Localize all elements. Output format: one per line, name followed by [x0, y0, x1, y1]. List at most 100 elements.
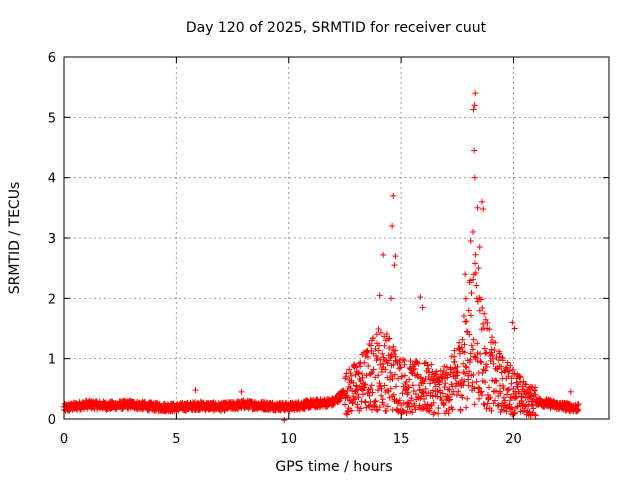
data-point	[392, 353, 399, 360]
data-point	[415, 360, 422, 367]
data-point	[390, 343, 397, 350]
data-point	[411, 365, 418, 372]
data-point	[377, 329, 384, 336]
data-point	[396, 359, 403, 366]
data-point	[472, 260, 479, 267]
data-point	[493, 378, 500, 385]
data-point	[434, 393, 441, 400]
data-point	[461, 341, 468, 348]
data-point	[479, 304, 486, 311]
data-point	[466, 331, 473, 338]
data-point	[515, 388, 522, 395]
data-point	[532, 391, 539, 398]
data-point	[459, 394, 466, 401]
data-point	[455, 388, 462, 395]
data-point	[477, 389, 484, 396]
data-point	[362, 381, 369, 388]
data-point	[407, 397, 414, 404]
data-point	[481, 401, 488, 408]
data-point	[381, 382, 388, 389]
data-point	[425, 365, 432, 372]
data-point	[446, 396, 453, 403]
data-point	[511, 410, 518, 417]
data-point	[459, 336, 466, 343]
data-point	[238, 388, 245, 395]
data-point	[371, 398, 378, 405]
data-point	[383, 331, 390, 338]
data-point	[356, 360, 363, 367]
data-point	[417, 294, 424, 301]
data-point	[461, 378, 468, 385]
data-point	[495, 401, 502, 408]
data-point	[467, 238, 474, 245]
data-point	[468, 342, 475, 349]
data-point	[384, 403, 391, 410]
data-point	[392, 347, 399, 354]
data-point	[472, 251, 479, 258]
data-point	[365, 402, 372, 409]
data-point	[474, 349, 481, 356]
data-point	[472, 90, 479, 97]
data-point	[350, 379, 357, 386]
data-point	[463, 318, 470, 325]
data-point	[368, 382, 375, 389]
data-point	[460, 312, 467, 319]
data-point	[473, 282, 480, 289]
data-point	[494, 402, 501, 409]
grid-lines	[64, 57, 609, 419]
x-axis-label: GPS time / hours	[275, 459, 392, 475]
data-point	[375, 372, 382, 379]
data-point	[474, 204, 481, 211]
data-point	[352, 371, 359, 378]
data-point	[418, 374, 425, 381]
data-point	[395, 375, 402, 382]
data-point	[378, 385, 385, 392]
data-point	[532, 412, 539, 419]
data-point	[386, 335, 393, 342]
data-point	[490, 360, 497, 367]
data-point	[513, 394, 520, 401]
data-point	[379, 396, 386, 403]
data-point	[465, 376, 472, 383]
data-point	[492, 339, 499, 346]
data-point	[405, 384, 412, 391]
data-point	[479, 392, 486, 399]
data-point	[416, 402, 423, 409]
data-point	[451, 347, 458, 354]
data-point	[481, 310, 488, 317]
data-point	[407, 358, 414, 365]
data-point	[192, 387, 199, 394]
data-point	[344, 394, 351, 401]
data-point	[470, 228, 477, 235]
data-point	[514, 403, 521, 410]
data-point	[369, 369, 376, 376]
data-point	[461, 349, 468, 356]
data-point	[465, 307, 472, 314]
data-point	[498, 369, 505, 376]
data-point	[378, 392, 385, 399]
data-point	[440, 402, 447, 409]
data-point	[420, 388, 427, 395]
data-point	[466, 368, 473, 375]
data-point	[470, 106, 477, 113]
data-point	[462, 295, 469, 302]
data-point	[372, 345, 379, 352]
data-point	[144, 406, 151, 413]
data-point	[362, 399, 369, 406]
data-point	[408, 395, 415, 402]
data-point	[359, 370, 366, 377]
data-point	[477, 358, 484, 365]
data-points	[61, 90, 582, 424]
data-point	[368, 337, 375, 344]
data-point	[361, 381, 368, 388]
data-point	[342, 373, 349, 380]
data-point	[451, 353, 458, 360]
y-tick-label: 6	[48, 51, 56, 66]
data-point	[498, 400, 505, 407]
data-point	[532, 384, 539, 391]
data-point	[406, 376, 413, 383]
data-point	[376, 292, 383, 299]
data-point	[489, 355, 496, 362]
data-point	[424, 362, 431, 369]
data-point	[405, 389, 412, 396]
